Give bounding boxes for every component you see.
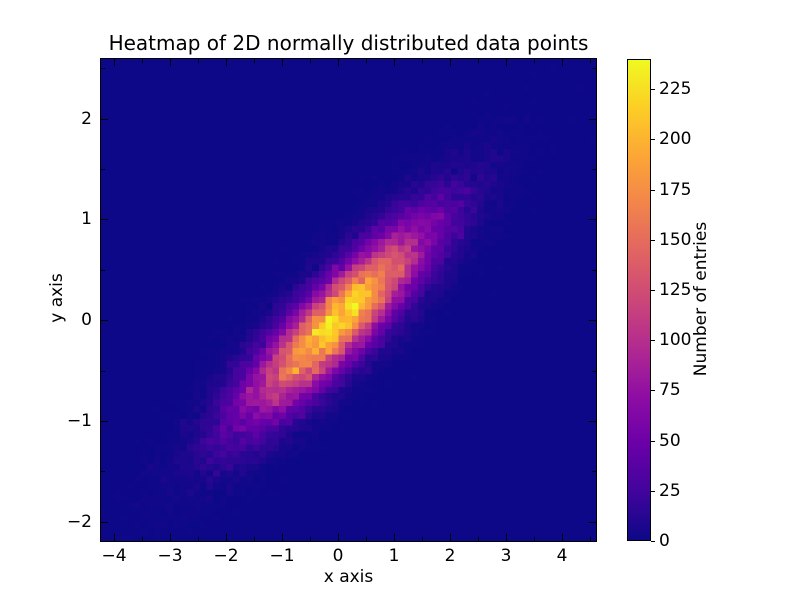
colorbar-tick-label: 50 — [659, 431, 681, 451]
x-tick-label: 4 — [556, 546, 568, 566]
y-major-tick — [589, 421, 596, 422]
colorbar-tick-label: 125 — [659, 280, 692, 300]
colorbar-tick-label: 0 — [659, 531, 670, 551]
colorbar-tick — [651, 541, 655, 542]
x-major-tick — [114, 59, 115, 66]
y-minor-tick — [592, 371, 596, 372]
x-axis-label: x axis — [323, 567, 374, 587]
y-major-tick — [101, 522, 108, 523]
x-tick-label: −4 — [101, 546, 127, 566]
colorbar-tick-label: 150 — [659, 230, 692, 250]
x-major-tick — [506, 59, 507, 66]
x-tick-label: −3 — [157, 546, 183, 566]
y-major-tick — [589, 219, 596, 220]
x-minor-tick — [534, 59, 535, 63]
x-major-tick — [282, 534, 283, 541]
y-minor-tick — [592, 270, 596, 271]
x-minor-tick — [142, 59, 143, 63]
colorbar-tick — [651, 190, 655, 191]
y-major-tick — [589, 522, 596, 523]
x-major-tick — [562, 59, 563, 66]
x-tick-label: 1 — [388, 546, 400, 566]
x-major-tick — [226, 59, 227, 66]
y-major-tick — [101, 119, 108, 120]
x-major-tick — [450, 534, 451, 541]
y-major-tick — [101, 421, 108, 422]
colorbar-tick — [651, 491, 655, 492]
colorbar-tick — [651, 340, 655, 341]
x-major-tick — [114, 534, 115, 541]
x-minor-tick — [422, 537, 423, 541]
colorbar-tick — [651, 441, 655, 442]
x-major-tick — [562, 534, 563, 541]
colorbar-tick-label: 25 — [659, 481, 681, 501]
x-tick-label: 2 — [444, 546, 456, 566]
chart-title: Heatmap of 2D normally distributed data … — [108, 31, 589, 55]
x-tick-label: 3 — [500, 546, 512, 566]
x-major-tick — [282, 59, 283, 66]
x-major-tick — [394, 59, 395, 66]
y-major-tick — [101, 320, 108, 321]
colorbar-tick-label: 225 — [659, 79, 692, 99]
colorbar-tick — [651, 139, 655, 140]
colorbar-tick — [651, 89, 655, 90]
y-minor-tick — [101, 270, 105, 271]
heatmap-canvas — [101, 59, 596, 541]
colorbar-tick-label: 200 — [659, 129, 692, 149]
colorbar-tick-label: 175 — [659, 180, 692, 200]
x-major-tick — [170, 59, 171, 66]
y-tick-label: −2 — [66, 512, 92, 532]
colorbar-tick-label: 100 — [659, 330, 692, 350]
colorbar-tick — [651, 390, 655, 391]
x-minor-tick — [310, 537, 311, 541]
x-minor-tick — [310, 59, 311, 63]
y-minor-tick — [592, 471, 596, 472]
x-major-tick — [450, 59, 451, 66]
colorbar-tick-label: 75 — [659, 380, 681, 400]
y-minor-tick — [101, 68, 105, 69]
x-tick-label: −1 — [269, 546, 295, 566]
x-minor-tick — [478, 59, 479, 63]
x-minor-tick — [590, 59, 591, 63]
y-tick-label: 0 — [81, 310, 92, 330]
colorbar-tick — [651, 240, 655, 241]
x-minor-tick — [198, 59, 199, 63]
colorbar — [627, 59, 651, 541]
x-major-tick — [394, 534, 395, 541]
y-major-tick — [101, 219, 108, 220]
x-major-tick — [226, 534, 227, 541]
x-minor-tick — [590, 537, 591, 541]
y-tick-label: −1 — [66, 411, 92, 431]
y-minor-tick — [592, 169, 596, 170]
x-minor-tick — [366, 59, 367, 63]
y-minor-tick — [592, 68, 596, 69]
x-major-tick — [338, 534, 339, 541]
x-major-tick — [506, 534, 507, 541]
x-major-tick — [170, 534, 171, 541]
colorbar-label: Number of entries — [691, 221, 711, 377]
x-minor-tick — [198, 537, 199, 541]
x-minor-tick — [534, 537, 535, 541]
y-minor-tick — [101, 169, 105, 170]
y-minor-tick — [101, 471, 105, 472]
x-major-tick — [338, 59, 339, 66]
colorbar-tick — [651, 290, 655, 291]
x-tick-label: 0 — [332, 546, 344, 566]
x-minor-tick — [254, 59, 255, 63]
y-minor-tick — [101, 371, 105, 372]
x-minor-tick — [478, 537, 479, 541]
heatmap-plot-area — [100, 58, 597, 542]
y-major-tick — [589, 320, 596, 321]
x-minor-tick — [254, 537, 255, 541]
y-major-tick — [589, 119, 596, 120]
y-tick-label: 2 — [81, 109, 92, 129]
x-tick-label: −2 — [213, 546, 239, 566]
y-tick-label: 1 — [81, 209, 92, 229]
x-minor-tick — [422, 59, 423, 63]
x-minor-tick — [142, 537, 143, 541]
x-minor-tick — [366, 537, 367, 541]
